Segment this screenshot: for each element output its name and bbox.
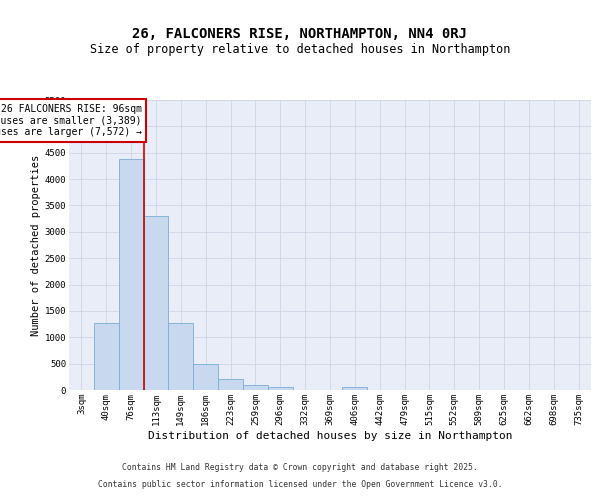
Y-axis label: Number of detached properties: Number of detached properties: [31, 154, 41, 336]
Text: 26 FALCONERS RISE: 96sqm
← 31% of detached houses are smaller (3,389)
68% of sem: 26 FALCONERS RISE: 96sqm ← 31% of detach…: [0, 104, 142, 138]
Bar: [243, 386, 268, 390]
Text: Contains HM Land Registry data © Crown copyright and database right 2025.: Contains HM Land Registry data © Crown c…: [122, 464, 478, 472]
Text: 26, FALCONERS RISE, NORTHAMPTON, NN4 0RJ: 26, FALCONERS RISE, NORTHAMPTON, NN4 0RJ: [133, 28, 467, 42]
Bar: [94, 323, 119, 390]
Bar: [218, 378, 243, 390]
X-axis label: Distribution of detached houses by size in Northampton: Distribution of detached houses by size …: [148, 430, 512, 440]
Text: Size of property relative to detached houses in Northampton: Size of property relative to detached ho…: [90, 42, 510, 56]
Bar: [169, 322, 193, 390]
Bar: [193, 364, 218, 390]
Bar: [143, 216, 169, 390]
Bar: [119, 159, 143, 390]
Text: Contains public sector information licensed under the Open Government Licence v3: Contains public sector information licen…: [98, 480, 502, 489]
Bar: [268, 387, 293, 390]
Bar: [343, 388, 367, 390]
